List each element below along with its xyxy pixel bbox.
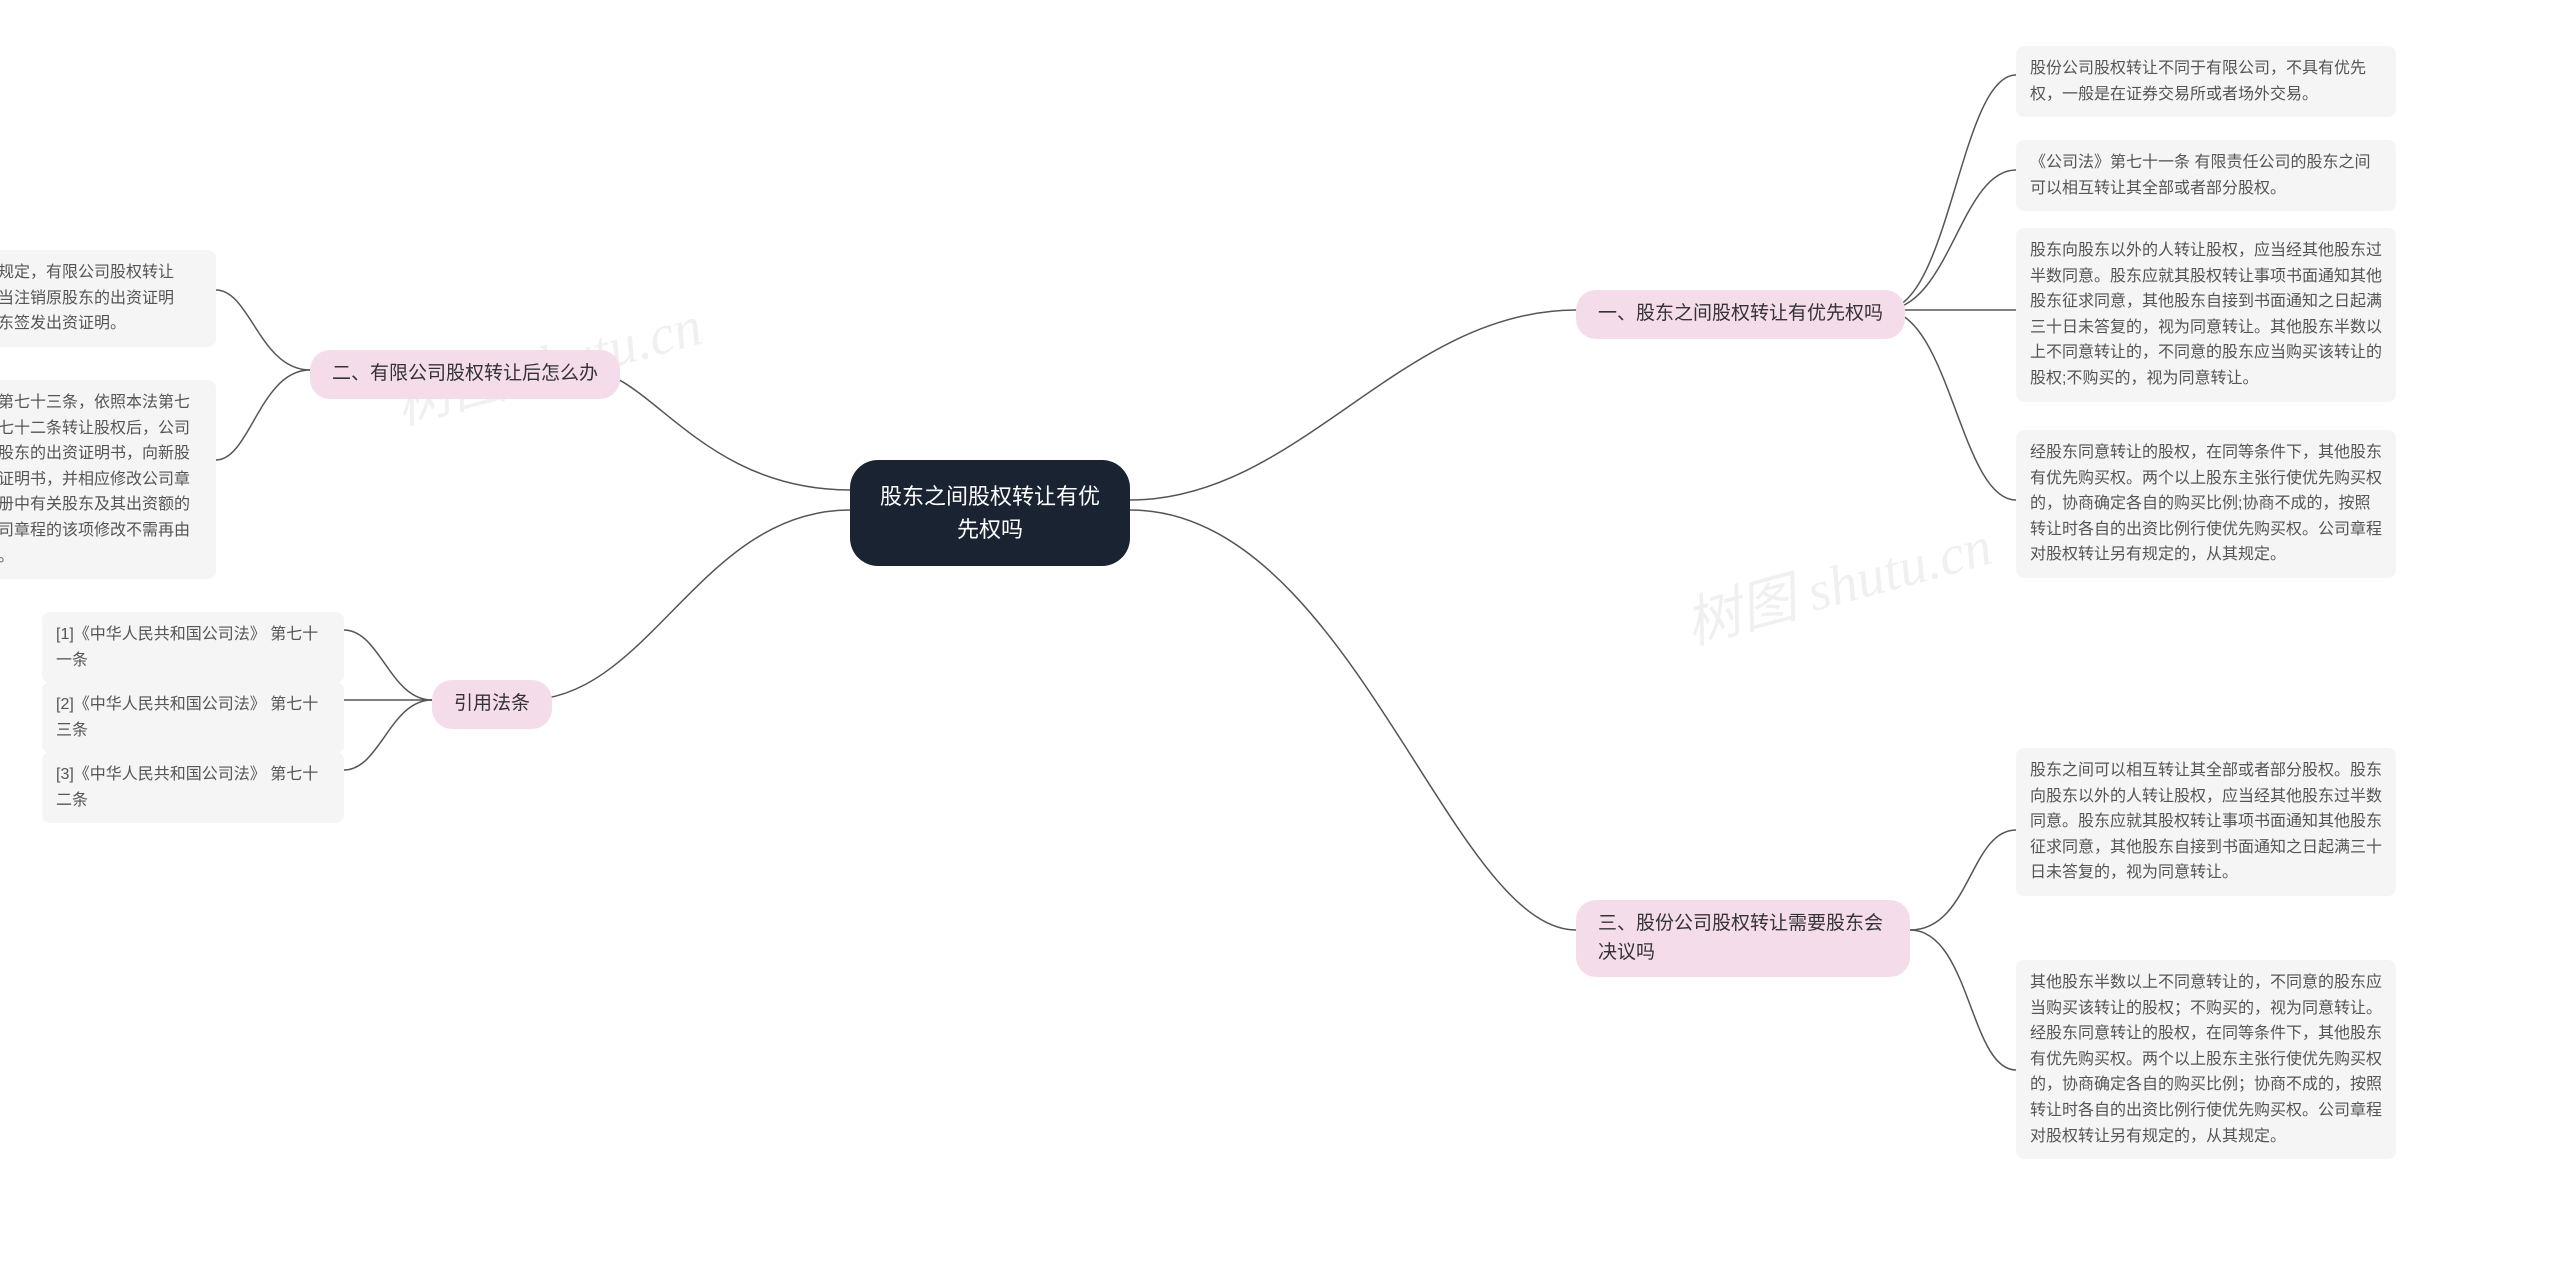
leaf-2a: 根据公司法规定，有限公司股权转让后，公司应当注销原股东的出资证明书，向新股东签发… [0, 250, 216, 347]
branch-1[interactable]: 一、股东之间股权转让有优先权吗 [1576, 290, 1905, 339]
leaf-1d: 经股东同意转让的股权，在同等条件下，其他股东有优先购买权。两个以上股东主张行使优… [2016, 430, 2396, 578]
leaf-3a: 股东之间可以相互转让其全部或者部分股权。股东向股东以外的人转让股权，应当经其他股… [2016, 748, 2396, 896]
leaf-1c: 股东向股东以外的人转让股权，应当经其他股东过半数同意。股东应就其股权转让事项书面… [2016, 228, 2396, 402]
branch-2[interactable]: 二、有限公司股权转让后怎么办 [310, 350, 620, 399]
leaf-1b: 《公司法》第七十一条 有限责任公司的股东之间可以相互转让其全部或者部分股权。 [2016, 140, 2396, 211]
leaf-4a: [1]《中华人民共和国公司法》 第七十一条 [42, 612, 344, 683]
root-node[interactable]: 股东之间股权转让有优先权吗 [850, 460, 1130, 566]
leaf-2b: 《公司法》第七十三条，依照本法第七十一条、第七十二条转让股权后，公司应当注销原股… [0, 380, 216, 579]
leaf-4c: [3]《中华人民共和国公司法》 第七十二条 [42, 752, 344, 823]
branch-4[interactable]: 引用法条 [432, 680, 552, 729]
watermark-2: 树图 shutu.cn [1675, 501, 1999, 661]
leaf-4b: [2]《中华人民共和国公司法》 第七十三条 [42, 682, 344, 753]
leaf-1a: 股份公司股权转让不同于有限公司，不具有优先权，一般是在证券交易所或者场外交易。 [2016, 46, 2396, 117]
branch-3[interactable]: 三、股份公司股权转让需要股东会决议吗 [1576, 900, 1910, 977]
leaf-3b: 其他股东半数以上不同意转让的，不同意的股东应当购买该转让的股权；不购买的，视为同… [2016, 960, 2396, 1159]
